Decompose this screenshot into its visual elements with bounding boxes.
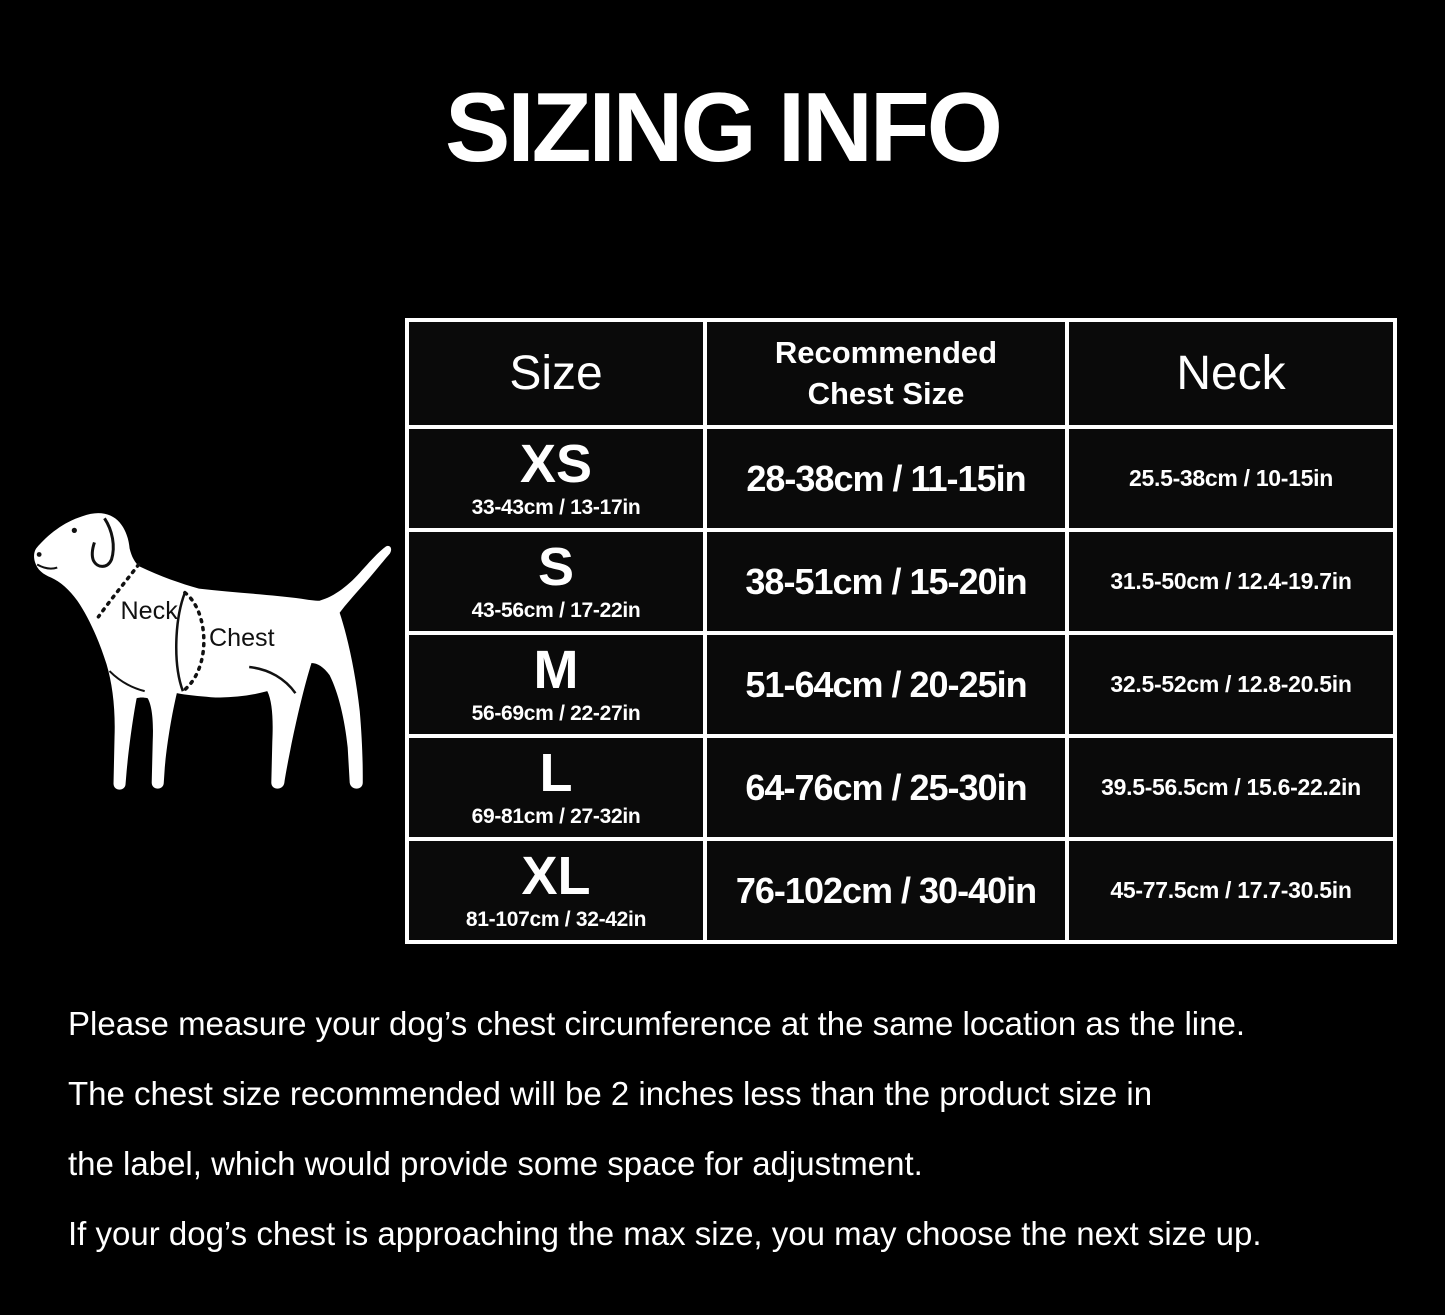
size-range: 69-81cm / 27-32in [471, 804, 641, 828]
neck-label: Neck [121, 597, 179, 625]
table-row-xl: XL 81-107cm / 32-42in 76-102cm / 30-40in… [405, 837, 1397, 944]
sizing-table: Size Recommended Chest Size Neck XS 33-4… [405, 318, 1397, 944]
size-range: 81-107cm / 32-42in [465, 907, 647, 931]
dog-measurement-diagram: Neck Chest [34, 513, 392, 790]
table-row-xs: XS 33-43cm / 13-17in 28-38cm / 11-15in 2… [405, 425, 1397, 532]
note-line-1: Please measure your dog’s chest circumfe… [68, 1005, 1246, 1042]
size-label: L [539, 743, 573, 804]
neck-value: 32.5-52cm / 12.8-20.5in [1065, 631, 1397, 738]
size-label: M [533, 640, 579, 701]
chest-value: 76-102cm / 30-40in [703, 837, 1069, 944]
neck-value: 25.5-38cm / 10-15in [1065, 425, 1397, 532]
neck-value: 45-77.5cm / 17.7-30.5in [1065, 837, 1397, 944]
chest-label: Chest [209, 624, 275, 652]
chest-measure-dotted-line [181, 590, 206, 693]
chest-value: 28-38cm / 11-15in [703, 425, 1069, 532]
size-cell: S 43-56cm / 17-22in [405, 528, 707, 635]
table-row-l: L 69-81cm / 27-32in 64-76cm / 25-30in 39… [405, 734, 1397, 841]
page-title: SIZING INFO [445, 72, 1003, 182]
size-label: XL [521, 846, 591, 907]
table-row-s: S 43-56cm / 17-22in 38-51cm / 15-20in 31… [405, 528, 1397, 635]
size-cell: M 56-69cm / 22-27in [405, 631, 707, 738]
size-range: 56-69cm / 22-27in [471, 701, 641, 725]
note-line-3: the label, which would provide some spac… [68, 1145, 923, 1182]
dog-mouth-line [36, 563, 58, 570]
size-cell: XS 33-43cm / 13-17in [405, 425, 707, 532]
column-header-size: Size [405, 318, 707, 429]
size-label: S [537, 537, 575, 598]
dog-thigh-line [249, 665, 297, 694]
size-range: 43-56cm / 17-22in [471, 598, 641, 622]
column-header-chest: Recommended Chest Size [703, 318, 1069, 429]
neck-value: 31.5-50cm / 12.4-19.7in [1065, 528, 1397, 635]
neck-measure-dotted-line [96, 562, 141, 619]
chest-value: 64-76cm / 25-30in [703, 734, 1069, 841]
table-header-row: Size Recommended Chest Size Neck [405, 318, 1397, 429]
size-range: 33-43cm / 13-17in [471, 495, 641, 519]
size-label: XS [519, 434, 593, 495]
size-cell: L 69-81cm / 27-32in [405, 734, 707, 841]
chest-value: 51-64cm / 20-25in [703, 631, 1069, 738]
note-line-4: If your dog’s chest is approaching the m… [68, 1215, 1262, 1252]
neck-value: 39.5-56.5cm / 15.6-22.2in [1065, 734, 1397, 841]
dog-nose [36, 552, 42, 557]
dog-shoulder-line [108, 670, 145, 693]
size-cell: XL 81-107cm / 32-42in [405, 837, 707, 944]
sizing-notes: Please measure your dog’s chest circumfe… [68, 1002, 1398, 1282]
column-header-neck: Neck [1065, 318, 1397, 429]
note-line-2: The chest size recommended will be 2 inc… [68, 1075, 1153, 1112]
table-row-m: M 56-69cm / 22-27in 51-64cm / 20-25in 32… [405, 631, 1397, 738]
chest-value: 38-51cm / 15-20in [703, 528, 1069, 635]
dog-eye [71, 527, 77, 533]
dog-ear-line [90, 517, 115, 568]
chest-measure-solid-line [175, 592, 187, 692]
